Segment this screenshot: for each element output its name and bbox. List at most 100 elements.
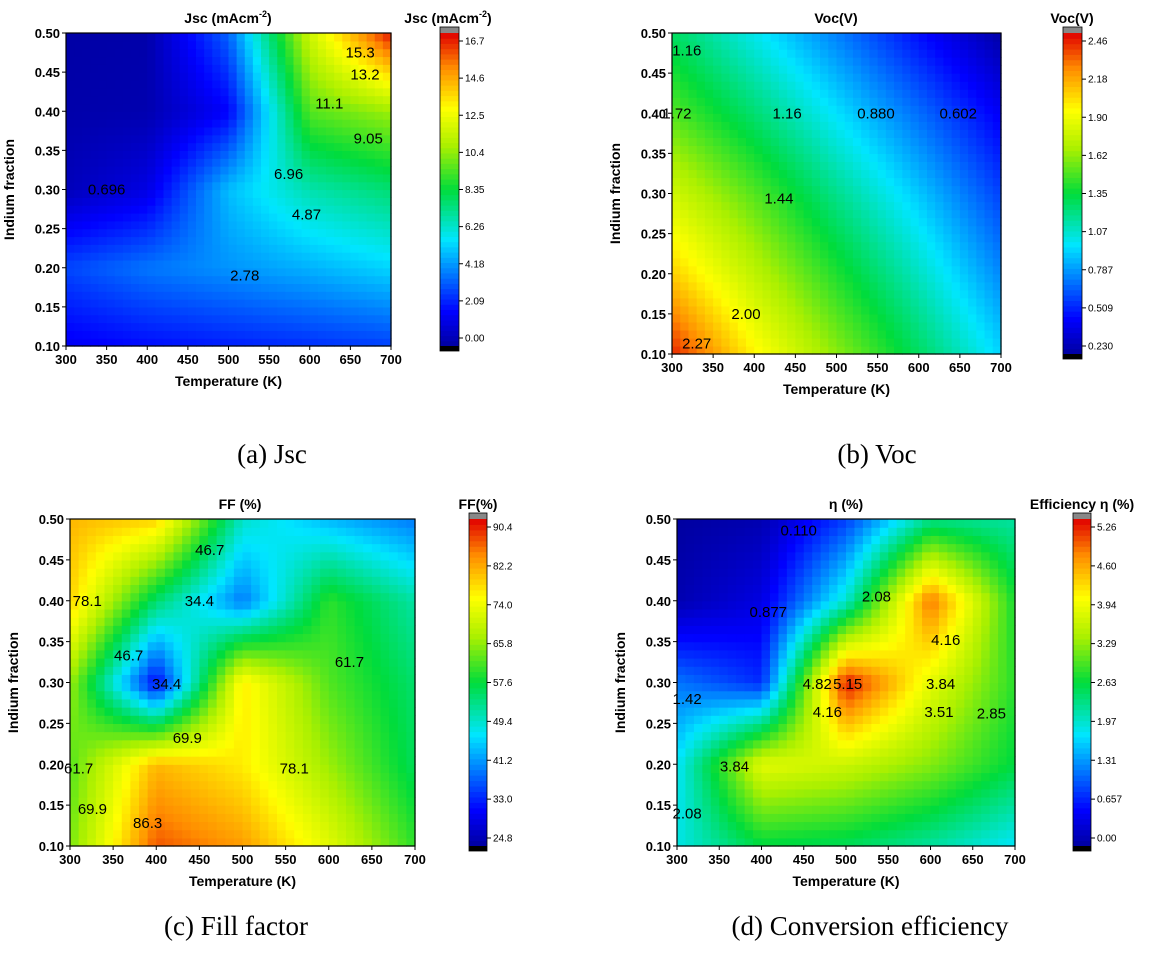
contour-label: 1.44 bbox=[764, 190, 793, 207]
heatmap-cell bbox=[121, 625, 131, 635]
heatmap-cell bbox=[66, 205, 75, 214]
heatmap-cell bbox=[696, 129, 706, 138]
heatmap-cell bbox=[251, 780, 261, 790]
heatmap-cell bbox=[277, 220, 286, 230]
heatmap-cell bbox=[346, 796, 356, 806]
heatmap-cell bbox=[363, 707, 373, 716]
colorbar-segment bbox=[1063, 65, 1082, 71]
heatmap-cell bbox=[787, 65, 796, 74]
heatmap-cell bbox=[803, 225, 813, 235]
heatmap-cell bbox=[820, 249, 829, 259]
heatmap-cell bbox=[672, 137, 681, 146]
heatmap-cell bbox=[285, 72, 295, 81]
heatmap-cell bbox=[918, 297, 928, 307]
heatmap-cell bbox=[233, 698, 244, 708]
heatmap-cell bbox=[902, 185, 912, 195]
heatmap-cell bbox=[164, 592, 175, 602]
heatmap-cell bbox=[233, 780, 244, 790]
heatmap-cell bbox=[852, 209, 862, 219]
heatmap-cell bbox=[277, 48, 286, 58]
colorbar: 0.002.094.186.268.3510.412.514.616.7Jsc … bbox=[404, 9, 492, 352]
heatmap-cell bbox=[346, 625, 356, 635]
x-tick-label: 700 bbox=[380, 352, 402, 367]
heatmap-cell bbox=[902, 217, 912, 227]
heatmap-cell bbox=[131, 267, 140, 277]
heatmap-cell bbox=[285, 275, 295, 284]
heatmap-cell bbox=[778, 321, 788, 331]
heatmap-cell bbox=[104, 837, 114, 847]
heatmap-cell bbox=[242, 698, 252, 708]
x-tick-label: 500 bbox=[826, 360, 848, 375]
heatmap-cell bbox=[943, 225, 953, 235]
heatmap-cell bbox=[342, 197, 351, 206]
heatmap-cell bbox=[317, 103, 327, 112]
heatmap-cell bbox=[926, 169, 936, 179]
heatmap-cell bbox=[820, 73, 829, 82]
heatmap-cell bbox=[795, 321, 805, 331]
heatmap-cell bbox=[976, 41, 986, 50]
heatmap-cell bbox=[951, 265, 961, 275]
heatmap-cell bbox=[252, 267, 262, 277]
heatmap-cell bbox=[261, 220, 270, 230]
heatmap-cell bbox=[861, 281, 870, 291]
heatmap-cell bbox=[285, 608, 295, 618]
heatmap-cell bbox=[70, 731, 80, 741]
heatmap-cell bbox=[680, 249, 690, 259]
heatmap-cell bbox=[371, 772, 382, 782]
heatmap-cell bbox=[680, 169, 690, 179]
heatmap-cell bbox=[959, 161, 969, 171]
heatmap-cell bbox=[820, 209, 829, 219]
heatmap-cell bbox=[87, 756, 97, 765]
heatmap-cell bbox=[311, 666, 321, 675]
heatmap-cell bbox=[334, 283, 343, 292]
heatmap-cell bbox=[311, 756, 321, 765]
heatmap-cell bbox=[346, 723, 356, 733]
heatmap-cell bbox=[778, 281, 788, 291]
heatmap-cell bbox=[225, 608, 235, 618]
heatmap-cell bbox=[182, 682, 192, 692]
heatmap-cell bbox=[179, 197, 189, 206]
heatmap-cell bbox=[252, 119, 262, 128]
heatmap-cell bbox=[346, 608, 356, 618]
heatmap-cell bbox=[179, 48, 189, 58]
heatmap-cell bbox=[269, 56, 278, 65]
heatmap-cell bbox=[228, 33, 238, 42]
heatmap-cell bbox=[208, 690, 218, 700]
heatmap-cell bbox=[104, 731, 114, 741]
heatmap-cell bbox=[104, 527, 114, 536]
heatmap-cell bbox=[672, 185, 681, 195]
heatmap-cell bbox=[762, 169, 772, 179]
heatmap-cell bbox=[155, 103, 165, 112]
heatmap-cell bbox=[337, 707, 347, 716]
heatmap-cell bbox=[358, 134, 368, 144]
heatmap-cell bbox=[334, 236, 343, 245]
heatmap-cell bbox=[836, 273, 846, 283]
heatmap-cell bbox=[208, 674, 218, 684]
heatmap-cell bbox=[113, 641, 123, 651]
heatmap-cell bbox=[328, 772, 338, 782]
heatmap-cell bbox=[877, 97, 887, 106]
heatmap-cell bbox=[754, 281, 764, 291]
heatmap-cell bbox=[173, 772, 183, 782]
heatmap-cell bbox=[147, 119, 156, 128]
heatmap-cell bbox=[220, 267, 230, 277]
heatmap-cell bbox=[212, 40, 221, 50]
heatmap-cell bbox=[277, 780, 287, 790]
heatmap-cell bbox=[746, 329, 755, 339]
heatmap-cell bbox=[163, 197, 173, 206]
heatmap-cell bbox=[350, 87, 360, 97]
heatmap-cell bbox=[943, 249, 953, 259]
heatmap-cell bbox=[968, 89, 977, 98]
heatmap-cell bbox=[737, 81, 747, 90]
heatmap-cell bbox=[66, 134, 75, 144]
heatmap-cell bbox=[261, 72, 270, 81]
heatmap-cell bbox=[688, 177, 698, 187]
heatmap-cell bbox=[139, 543, 149, 553]
heatmap-cell bbox=[95, 568, 106, 577]
heatmap-cell bbox=[680, 73, 690, 82]
heatmap-cell bbox=[204, 330, 213, 339]
heatmap-cell bbox=[220, 291, 230, 300]
heatmap-cell bbox=[366, 64, 376, 73]
heatmap-cell bbox=[397, 576, 407, 585]
heatmap-cell bbox=[754, 73, 764, 82]
